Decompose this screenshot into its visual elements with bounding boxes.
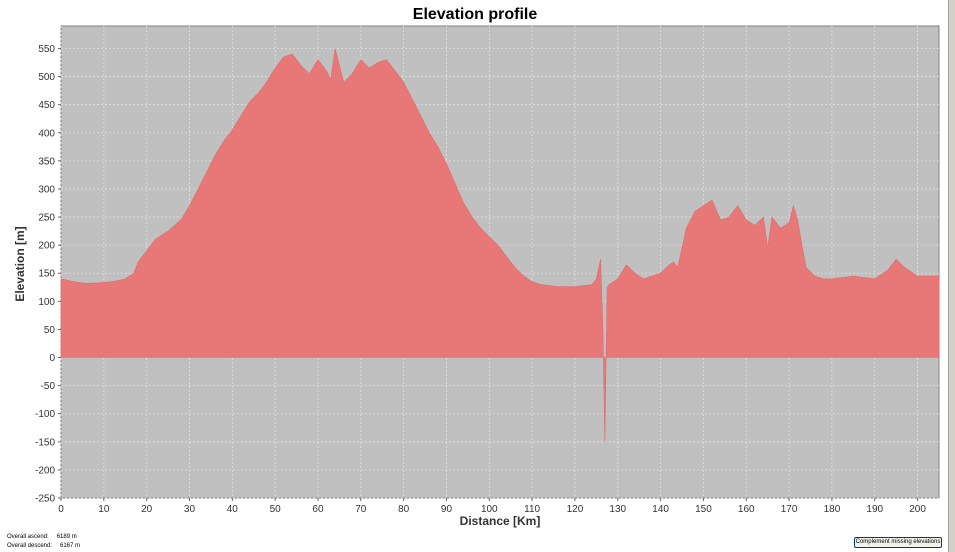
y-tick-label: 550 bbox=[38, 44, 55, 55]
y-tick-label: 450 bbox=[38, 100, 55, 111]
x-tick-label: 200 bbox=[909, 504, 926, 515]
descend-value: 6167 m bbox=[60, 543, 81, 549]
x-tick-label: 160 bbox=[738, 504, 755, 515]
descend-row: Overall descend: 6167 m bbox=[7, 542, 80, 551]
y-tick-label: 400 bbox=[38, 128, 55, 139]
y-tick-label: 200 bbox=[38, 241, 55, 252]
x-tick-label: 40 bbox=[227, 504, 239, 515]
x-tick-label: 10 bbox=[98, 504, 110, 515]
ascend-value: 6189 m bbox=[56, 534, 77, 540]
x-tick-label: 140 bbox=[652, 504, 669, 515]
x-tick-label: 50 bbox=[270, 504, 282, 515]
x-tick-label: 190 bbox=[866, 504, 883, 515]
y-tick-label: 50 bbox=[44, 325, 56, 336]
y-tick-label: 0 bbox=[49, 353, 55, 364]
y-tick-label: 100 bbox=[38, 297, 55, 308]
x-tick-label: 0 bbox=[58, 504, 64, 515]
ascend-label: Overall ascend: bbox=[7, 534, 49, 540]
x-tick-label: 170 bbox=[781, 504, 798, 515]
y-axis-ticks: -250 -200 -150 -100 -50 0 50 100 150 200 250 300 350… bbox=[35, 44, 61, 505]
descend-label: Overall descend: bbox=[7, 543, 53, 549]
x-tick-label: 100 bbox=[481, 504, 498, 515]
x-tick-label: 150 bbox=[695, 504, 712, 515]
complement-elevations-button[interactable]: Complement missing elevations bbox=[854, 537, 942, 548]
x-tick-label: 130 bbox=[609, 504, 626, 515]
x-tick-label: 30 bbox=[184, 504, 196, 515]
x-tick-label: 70 bbox=[355, 504, 367, 515]
x-tick-label: 120 bbox=[567, 504, 584, 515]
y-tick-label: 300 bbox=[38, 184, 55, 195]
y-tick-label: 500 bbox=[38, 72, 55, 83]
window-edge bbox=[948, 0, 955, 552]
y-tick-label: 350 bbox=[38, 156, 55, 167]
x-tick-label: 20 bbox=[141, 504, 153, 515]
elevation-area bbox=[60, 48, 940, 442]
x-tick-label: 80 bbox=[398, 504, 410, 515]
x-axis-ticks: 0 10 20 30 40 50 60 70 80 90 100 110 120 130 140 150 160… bbox=[58, 498, 926, 515]
y-tick-label: 250 bbox=[38, 213, 55, 224]
x-tick-label: 180 bbox=[824, 504, 841, 515]
x-tick-label: 110 bbox=[524, 504, 540, 515]
y-tick-label: 150 bbox=[38, 269, 55, 280]
y-axis-label: Elevation [m] bbox=[13, 226, 27, 301]
x-axis-label: Distance [Km] bbox=[460, 514, 541, 528]
y-tick-label: -150 bbox=[35, 437, 55, 448]
y-tick-label: -250 bbox=[35, 494, 55, 505]
elevation-chart: Elevation profile 0 10 20 30 40 50 60 70 80 90 100… bbox=[13, 6, 940, 528]
elevation-stats: Overall ascend: 6189 m Overall descend: 61… bbox=[7, 533, 80, 551]
ascend-row: Overall ascend: 6189 m bbox=[7, 533, 80, 542]
x-tick-label: 60 bbox=[312, 504, 324, 515]
y-tick-label: -100 bbox=[35, 409, 55, 420]
chart-title: Elevation profile bbox=[413, 6, 538, 23]
x-tick-label: 90 bbox=[441, 504, 453, 515]
y-tick-label: -50 bbox=[41, 381, 56, 392]
y-tick-label: -200 bbox=[35, 465, 55, 476]
